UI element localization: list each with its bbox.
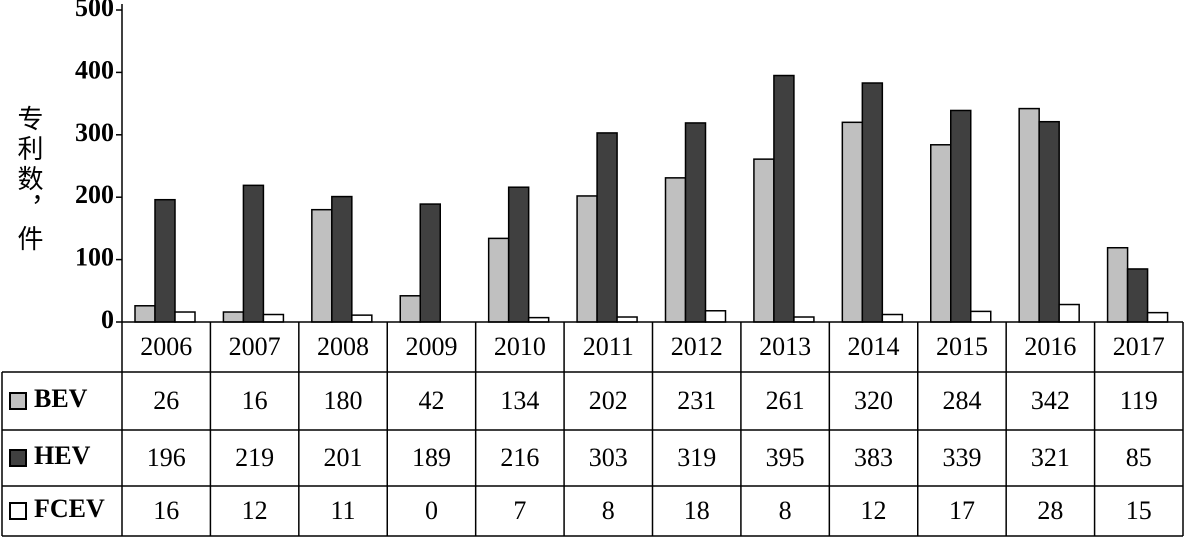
table-value: 303 <box>589 443 628 472</box>
bar <box>134 305 156 323</box>
bar <box>487 237 510 323</box>
table-value: 16 <box>242 386 268 415</box>
bar <box>331 195 353 323</box>
bar <box>174 311 196 323</box>
table-value: 180 <box>324 386 363 415</box>
table-value: 202 <box>589 386 628 415</box>
y-tick-label: 500 <box>75 0 114 22</box>
bar <box>1146 311 1169 323</box>
bar <box>861 82 884 323</box>
table-value: 12 <box>242 496 268 525</box>
table-value: 15 <box>1126 496 1152 525</box>
bar <box>1126 268 1149 323</box>
x-tick-label: 2011 <box>583 332 634 361</box>
table-value: 134 <box>500 386 539 415</box>
table-value: 12 <box>861 496 887 525</box>
bar <box>419 203 441 323</box>
y-tick-label: 100 <box>75 243 114 272</box>
y-axis-label: 专利数，件 <box>13 105 43 255</box>
bar <box>242 184 265 323</box>
bar <box>684 122 707 323</box>
table-value: 201 <box>324 443 363 472</box>
bar <box>1106 246 1129 323</box>
table-value: 11 <box>331 496 356 525</box>
bar <box>576 195 598 323</box>
bar <box>596 132 618 323</box>
bar <box>507 186 530 323</box>
table-value: 219 <box>235 443 274 472</box>
bar <box>753 158 775 323</box>
bar <box>351 314 373 323</box>
y-tick-label: 400 <box>75 55 114 84</box>
legend-label: BEV <box>34 384 88 413</box>
table-value: 8 <box>602 496 615 525</box>
table-value: 320 <box>854 386 893 415</box>
x-tick-label: 2017 <box>1113 332 1165 361</box>
table-value: 16 <box>153 496 179 525</box>
table-value: 7 <box>513 496 526 525</box>
table-value: 189 <box>412 443 451 472</box>
x-tick-label: 2015 <box>936 332 988 361</box>
table-value: 17 <box>949 496 975 525</box>
table-value: 319 <box>677 443 716 472</box>
table-value: 28 <box>1037 496 1063 525</box>
x-tick-label: 2013 <box>759 332 811 361</box>
table-value: 26 <box>153 386 179 415</box>
table-value: 339 <box>942 443 981 472</box>
bar <box>773 74 795 323</box>
x-tick-label: 2009 <box>405 332 457 361</box>
x-tick-label: 2008 <box>317 332 369 361</box>
table-value: 342 <box>1031 386 1070 415</box>
legend-swatch <box>9 449 27 467</box>
bar <box>970 310 992 323</box>
x-tick-label: 2014 <box>848 332 900 361</box>
bar <box>399 295 421 323</box>
table-value: 42 <box>418 386 444 415</box>
bar <box>881 313 904 323</box>
table-value: 395 <box>766 443 805 472</box>
bar <box>262 313 285 323</box>
y-tick-label: 0 <box>101 305 114 334</box>
bar <box>154 198 176 323</box>
table-value: 0 <box>425 496 438 525</box>
table-value: 321 <box>1031 443 1070 472</box>
bar <box>222 311 245 323</box>
x-tick-label: 2012 <box>671 332 723 361</box>
bar <box>664 177 687 323</box>
bar <box>841 121 864 323</box>
legend-swatch <box>9 392 27 410</box>
legend-swatch <box>9 502 27 520</box>
table-value: 85 <box>1126 443 1152 472</box>
y-tick-label: 300 <box>75 118 114 147</box>
y-tick-label: 200 <box>75 180 114 209</box>
table-value: 284 <box>942 386 981 415</box>
table-value: 196 <box>147 443 186 472</box>
x-tick-label: 2006 <box>140 332 192 361</box>
table-value: 216 <box>500 443 539 472</box>
x-tick-label: 2007 <box>229 332 281 361</box>
table-value: 261 <box>766 386 805 415</box>
bar <box>930 144 952 323</box>
table-value: 383 <box>854 443 893 472</box>
table-value: 18 <box>684 496 710 525</box>
table-value: 119 <box>1120 386 1158 415</box>
table-value: 8 <box>779 496 792 525</box>
x-tick-label: 2016 <box>1024 332 1076 361</box>
bar <box>950 109 972 323</box>
bar <box>1038 120 1060 323</box>
bar <box>704 310 727 323</box>
legend-label: HEV <box>34 441 91 470</box>
bar <box>1058 303 1080 323</box>
x-tick-label: 2010 <box>494 332 546 361</box>
bar <box>1018 107 1040 323</box>
bar <box>311 208 333 323</box>
table-value: 231 <box>677 386 716 415</box>
legend-label: FCEV <box>34 494 105 523</box>
